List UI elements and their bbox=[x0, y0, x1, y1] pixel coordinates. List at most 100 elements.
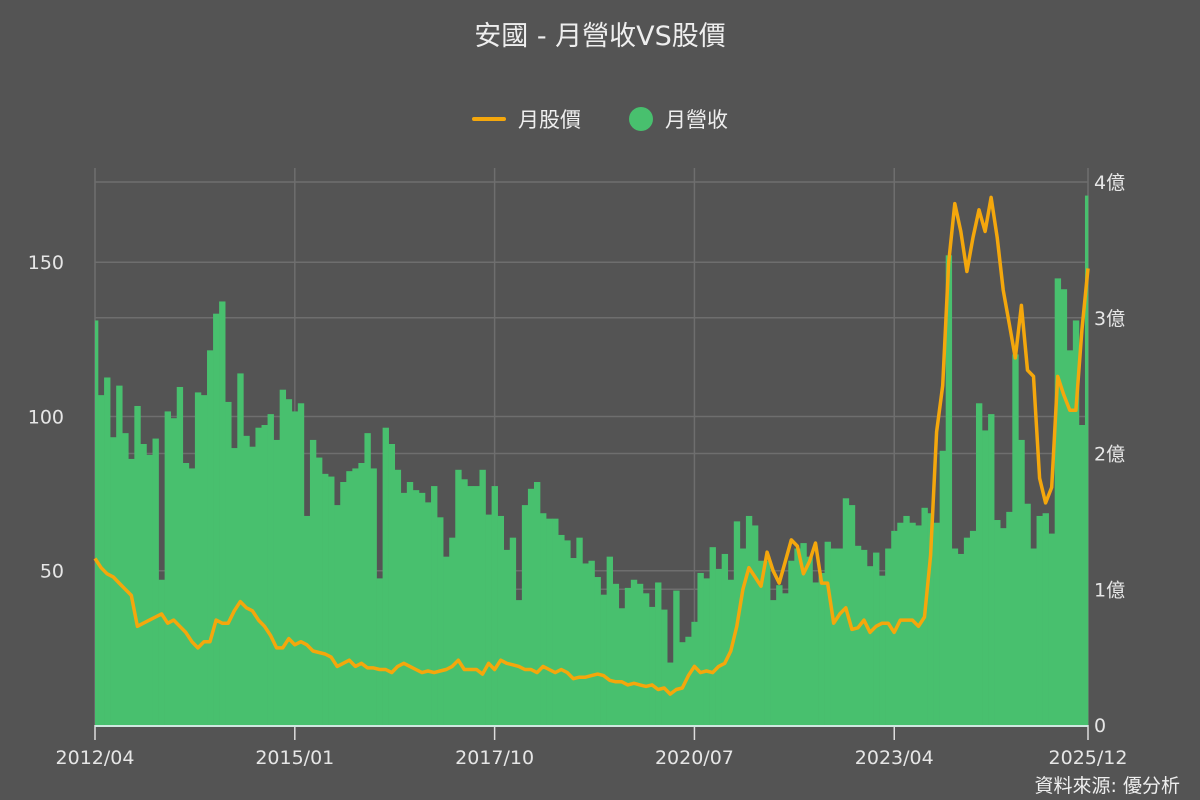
revenue-bar bbox=[570, 558, 577, 725]
revenue-bar bbox=[1048, 533, 1055, 725]
revenue-bar bbox=[745, 515, 753, 725]
revenue-bar bbox=[346, 471, 353, 725]
legend-item-price[interactable]: 月股價 bbox=[472, 104, 581, 134]
revenue-bar bbox=[552, 518, 559, 725]
revenue-bar bbox=[854, 545, 862, 725]
revenue-bar bbox=[376, 578, 383, 725]
revenue-bar bbox=[134, 405, 141, 725]
revenue-bar bbox=[316, 457, 323, 725]
revenue-bar bbox=[497, 515, 505, 725]
revenue-bar bbox=[352, 468, 359, 725]
right-axis-tick-label: 0 bbox=[1094, 715, 1106, 737]
revenue-bar bbox=[200, 395, 208, 725]
revenue-bar bbox=[1030, 548, 1037, 725]
revenue-bar bbox=[322, 473, 329, 725]
revenue-bar bbox=[491, 486, 498, 725]
left-axis-tick-label: 150 bbox=[28, 252, 64, 274]
revenue-bar bbox=[1018, 439, 1025, 725]
revenue-bar bbox=[721, 553, 729, 725]
revenue-bar bbox=[461, 479, 468, 725]
revenue-bar bbox=[770, 600, 777, 725]
revenue-bar bbox=[273, 439, 280, 725]
chart-title: 安國 - 月營收VS股價 bbox=[474, 21, 726, 52]
price-line bbox=[93, 195, 1090, 696]
revenue-bar bbox=[98, 395, 105, 725]
revenue-bar bbox=[194, 392, 202, 725]
revenue-bar bbox=[939, 450, 947, 725]
x-axis-tick-label: 2023/04 bbox=[855, 747, 934, 769]
revenue-bar bbox=[588, 560, 595, 725]
revenue-bar bbox=[679, 642, 686, 725]
revenue-bar bbox=[1084, 195, 1089, 725]
revenue-bar bbox=[188, 468, 196, 725]
revenue-bar bbox=[309, 439, 317, 725]
revenue-bar bbox=[800, 543, 807, 725]
revenue-bar bbox=[237, 373, 244, 725]
circle-swatch-icon bbox=[629, 107, 653, 131]
revenue-bar bbox=[503, 549, 511, 725]
revenue-bar bbox=[382, 427, 389, 725]
revenue-bar bbox=[140, 443, 147, 725]
revenue-bar bbox=[909, 522, 916, 725]
revenue-bar bbox=[249, 446, 256, 725]
revenue-bar bbox=[836, 548, 844, 725]
revenue-bar bbox=[455, 469, 462, 725]
right-axis-tick-label: 2億 bbox=[1094, 444, 1125, 466]
revenue-bar bbox=[533, 482, 541, 725]
revenue-bar bbox=[794, 548, 801, 725]
revenue-bar bbox=[957, 553, 965, 725]
revenue-bar bbox=[182, 463, 190, 725]
revenue-bar bbox=[95, 320, 99, 725]
revenue-bar bbox=[1012, 354, 1019, 725]
revenue-bar bbox=[418, 492, 426, 725]
revenue-bar bbox=[691, 621, 698, 725]
left-axis-tick-label: 50 bbox=[40, 561, 64, 583]
revenue-bar bbox=[945, 255, 953, 725]
revenue-bar bbox=[951, 548, 959, 725]
revenue-bar bbox=[661, 609, 668, 725]
revenue-bar bbox=[873, 552, 880, 725]
revenue-bar bbox=[485, 514, 492, 725]
revenue-bar bbox=[267, 414, 274, 725]
revenue-bar bbox=[152, 438, 159, 725]
right-axis-tick-label: 1億 bbox=[1094, 579, 1125, 601]
revenue-bar bbox=[219, 301, 226, 725]
legend-item-revenue[interactable]: 月營收 bbox=[629, 104, 728, 134]
revenue-bar bbox=[515, 600, 523, 725]
revenue-bar bbox=[449, 537, 456, 725]
x-axis-tick-label: 2020/07 bbox=[655, 747, 734, 769]
right-axis-tick-label: 3億 bbox=[1094, 308, 1125, 330]
revenue-bar bbox=[509, 537, 517, 725]
x-axis-tick-label: 2015/01 bbox=[255, 747, 334, 769]
revenue-bar bbox=[358, 463, 365, 725]
revenue-bar bbox=[279, 389, 287, 725]
revenue-bar bbox=[176, 386, 184, 725]
revenue-bar bbox=[431, 486, 438, 725]
revenue-bar bbox=[158, 579, 165, 725]
revenue-bar bbox=[824, 541, 831, 725]
revenue-bar bbox=[104, 377, 111, 725]
revenue-bar bbox=[285, 399, 293, 725]
revenue-bar bbox=[776, 585, 783, 725]
revenue-bar bbox=[1036, 515, 1043, 725]
revenue-bar bbox=[400, 492, 408, 725]
revenue-bar bbox=[879, 575, 886, 725]
revenue-bar bbox=[969, 530, 977, 725]
revenue-bar bbox=[848, 505, 856, 725]
revenue-bar bbox=[806, 556, 813, 725]
revenue-bar bbox=[576, 537, 583, 725]
revenue-bar bbox=[1060, 289, 1068, 725]
revenue-bar bbox=[473, 486, 480, 725]
revenue-bar bbox=[467, 486, 474, 725]
revenue-bar bbox=[630, 579, 638, 725]
revenue-bar bbox=[860, 549, 868, 725]
revenue-bar bbox=[297, 403, 305, 725]
revenue-bar bbox=[685, 636, 692, 725]
revenue-bar bbox=[788, 560, 795, 725]
right-axis-tick-label: 4億 bbox=[1094, 172, 1125, 194]
revenue-bar bbox=[540, 513, 547, 725]
revenue-bar bbox=[291, 411, 299, 725]
revenue-bar bbox=[1000, 528, 1007, 725]
revenue-bar bbox=[885, 548, 892, 725]
